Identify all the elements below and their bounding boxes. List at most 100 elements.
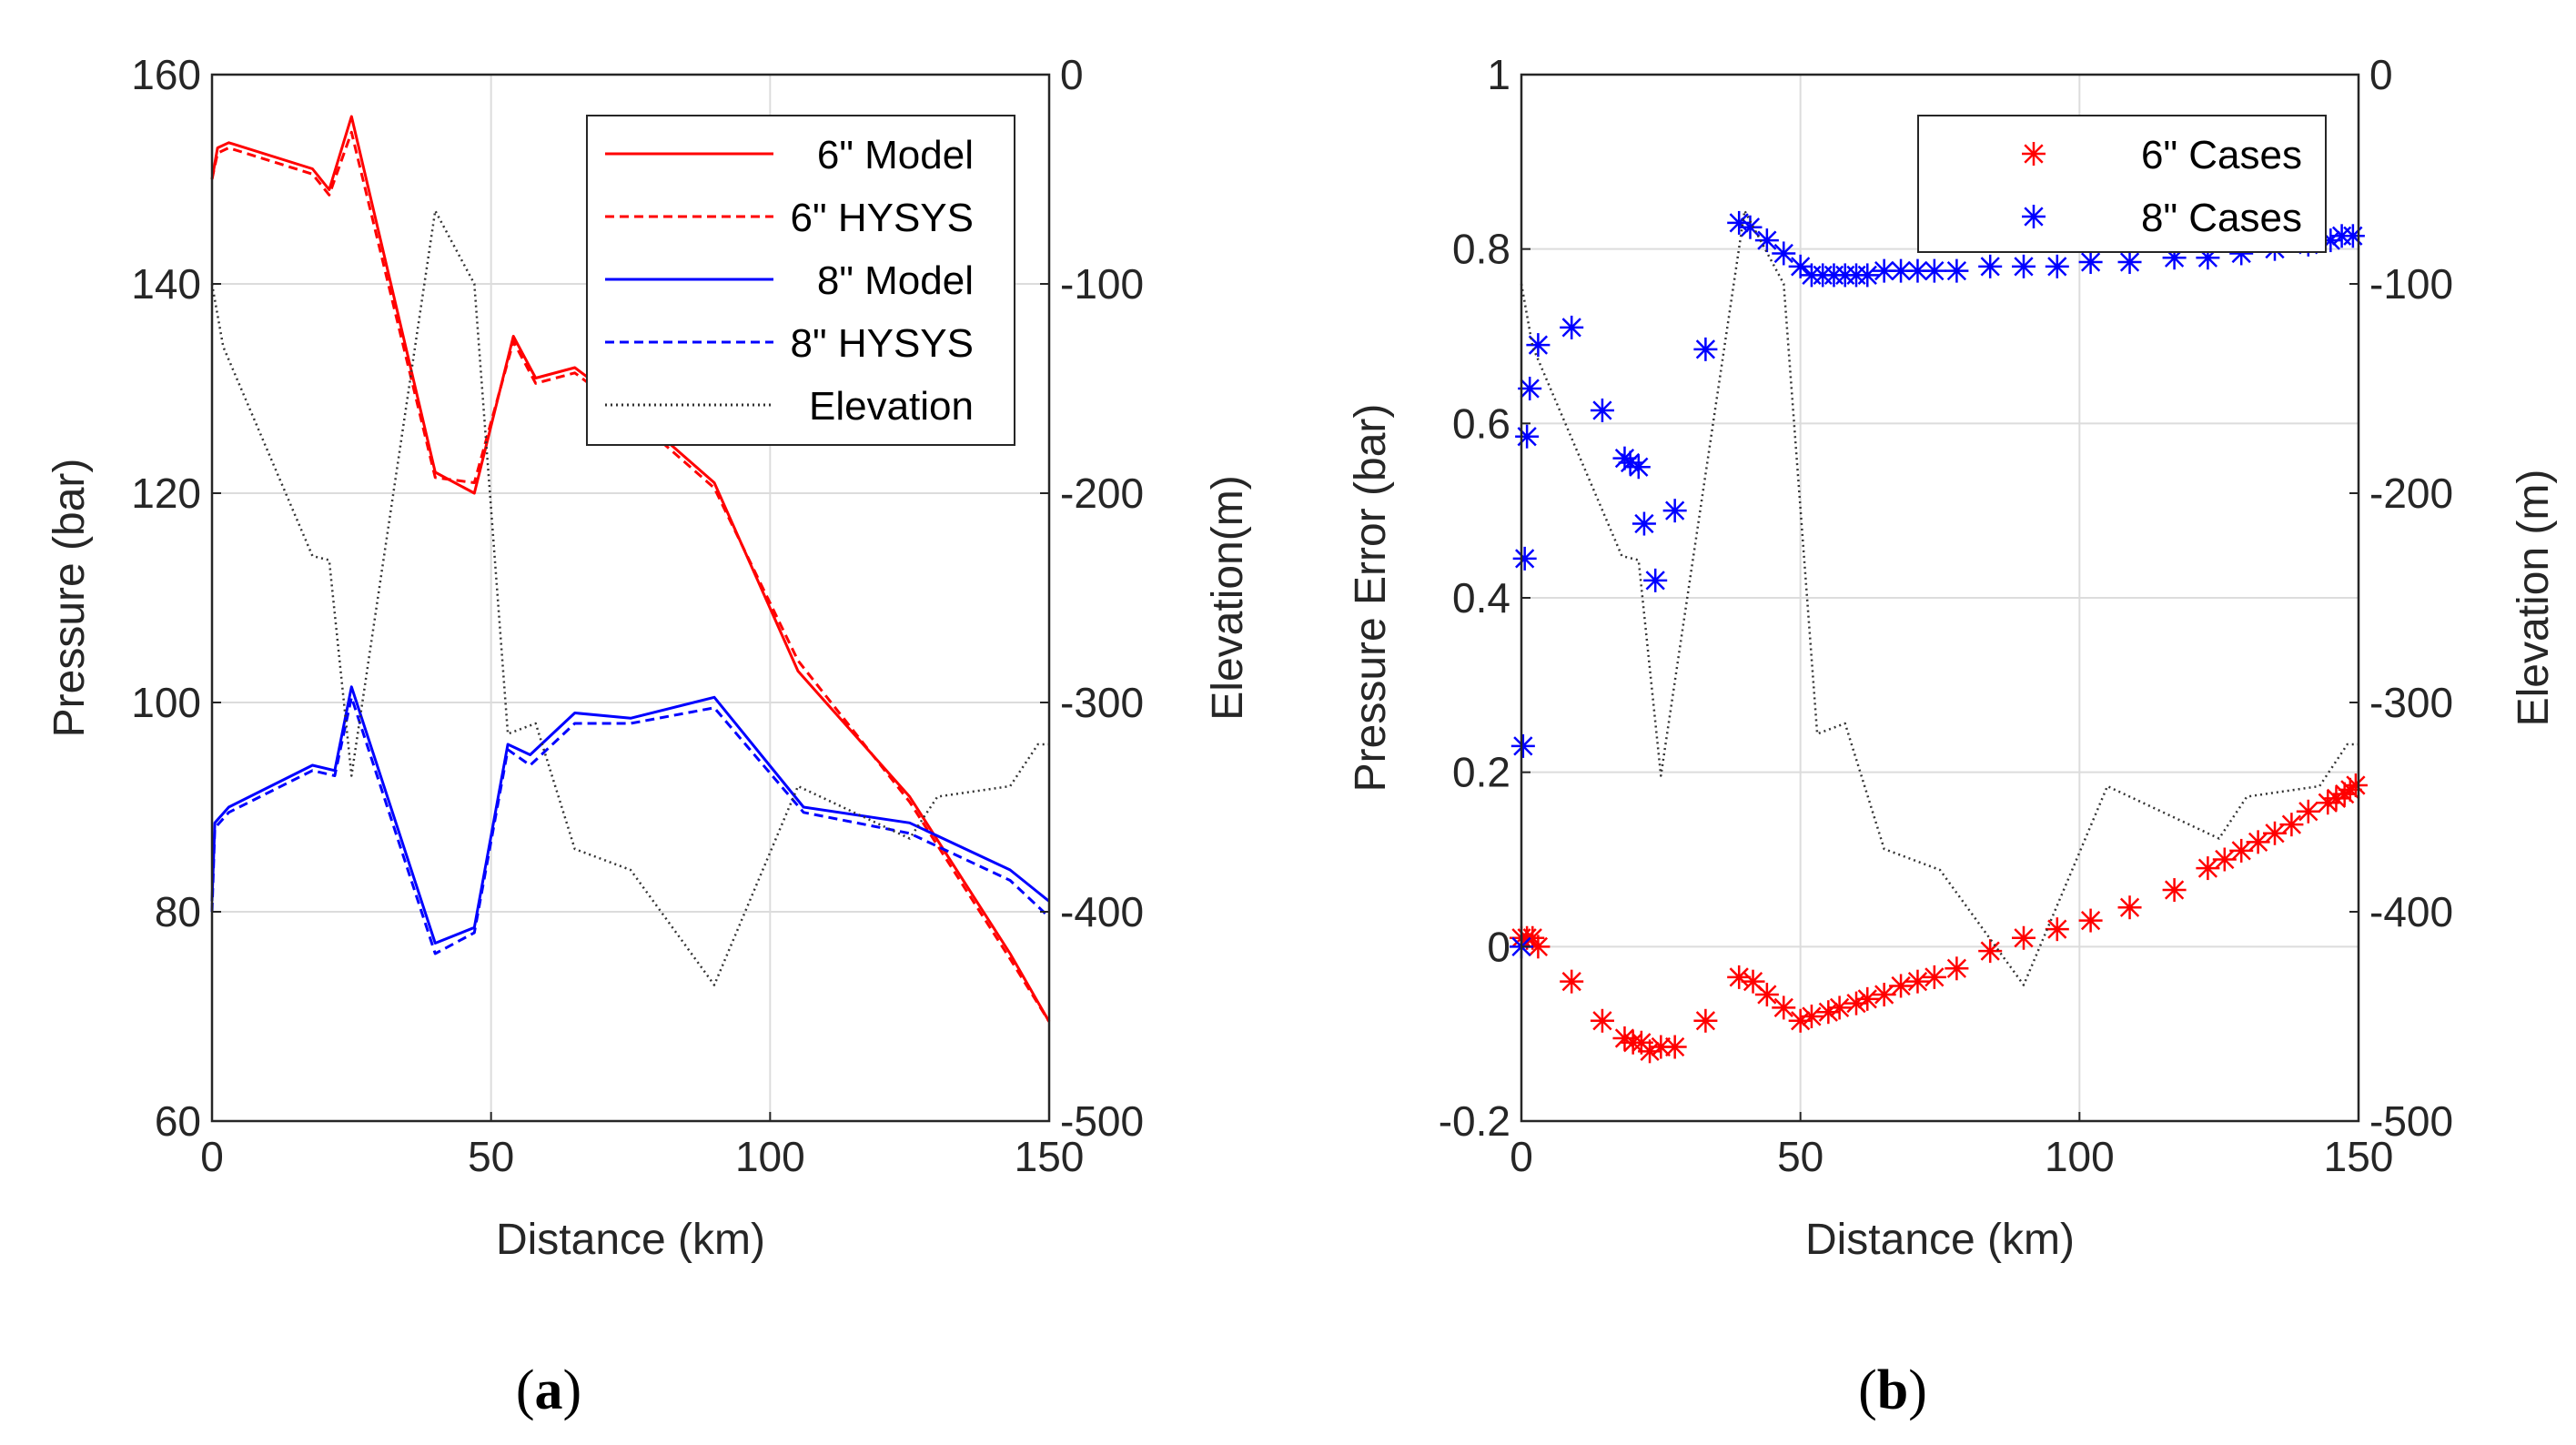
chart-b-series-8-cases-point [1526,333,1551,358]
chart-b-series-6-cases-point [1922,965,1946,989]
chart-b-y2tick-label: -200 [2369,470,2453,517]
chart-b-series-6-cases-point [1662,1035,1687,1059]
chart-a-legend-6-model-label: 6" Model [817,133,974,177]
chart-b-series-6-cases-point [2296,799,2320,824]
chart-b-panel-open: ( [1858,1359,1877,1421]
chart-b-series-8-cases-point [1905,258,1930,283]
chart-b-series-6-cases-point [1693,1008,1718,1033]
chart-b-series-8-cases-point [1590,398,1614,422]
chart-b-series-6-cases-point [1889,974,1914,998]
chart-b-ticks: 0 50 100 150-0.200.20.40.60.81-500-400-300-… [1439,51,2453,1180]
chart-b-series-6-cases-point [1754,983,1779,1007]
chart-a-ytick-label: 80 [155,888,201,935]
chart-a-legend: 6" Model 6" HYSYS 8" Model 8" HYSYS Elevatio… [586,115,1015,446]
chart-a-ylabel: Pressure (bar) [45,459,94,738]
chart-a-y2tick-label: 0 [1060,51,1084,98]
chart-b-series-6-cases-point [2212,847,2237,872]
chart-b-series-8-cases-point [1510,733,1535,758]
chart-b-y2tick-label: -100 [2369,260,2453,308]
chart-a: 0 50 100 150 60 80 100 120 140 160 -500 -400 -300 -20… [45,51,1252,1421]
chart-a-series-6-hysys [210,130,1051,1023]
chart-b-panel-label: (b) [1858,1359,1927,1421]
chart-a-panel-label: (a) [516,1359,581,1421]
chart-b-panel-close: ) [1908,1359,1927,1421]
chart-b-series-6-cases-point [1816,1000,1841,1025]
chart-b-series-6-cases-point [1799,1005,1823,1028]
chart-a-panel-letter: a [535,1359,563,1421]
chart-b-series-8-cases-point [1693,337,1718,361]
chart-b-xtick-label: 150 [2324,1133,2394,1180]
chart-b-legend: 6" Cases 8" Cases [1917,115,2327,253]
chart-b-series-8-cases-point [1738,215,1763,239]
chart-b: 0 50 100 150-0.200.20.40.60.81-500-400-300-… [1347,51,2558,1421]
chart-a-y2tick-label: -300 [1060,679,1144,726]
chart-b-series-8-cases [1510,210,2365,959]
chart-a-legend-8-hysys-label: 8" HYSYS [791,321,974,366]
chart-b-series-8-cases-point [1560,315,1584,339]
chart-a-plot-frame [210,73,1051,1123]
chart-b-legend-6-cases-label: 6" Cases [2141,133,2302,177]
chart-b-series-6-cases-point [1978,939,2003,964]
chart-b-series-6-cases-point [2012,925,2036,950]
chart-a-ticks: 0 50 100 150 60 80 100 120 140 160 -500 -400 -300 -20… [131,51,1144,1180]
chart-a-ytick-label: 160 [131,51,201,98]
chart-b-series-8-cases-point [2117,250,2142,275]
chart-a-ytick-label: 120 [131,470,201,517]
chart-a-legend-8-model-label: 8" Model [817,258,974,303]
chart-b-legend-8-cases-label: 8" Cases [2141,196,2302,240]
chart-b-xtick-label: 0 [1510,1133,1533,1180]
chart-b-ytick-label: -0.2 [1439,1097,1510,1145]
chart-a-panel-close: ) [563,1359,582,1421]
chart-a-series-elevation [210,209,1049,986]
chart-b-lines [1510,209,2368,1064]
chart-b-series-6-cases-point [1590,1008,1614,1033]
chart-b-series-8-cases-point [1855,263,1880,288]
chart-b-legend-8-cases-marker [2022,205,2046,228]
chart-a-series-6-model [210,115,1051,1023]
chart-a-y2tick-label: -400 [1060,888,1144,935]
chart-b-ytick-label: 0 [1487,923,1510,970]
chart-a-ytick-label: 60 [155,1097,201,1145]
chart-b-series-6-cases-point [2279,813,2304,837]
chart-b-legend-box [1917,115,2327,253]
chart-b-series-elevation [1520,209,2359,986]
chart-b-series-6-cases-point [2078,908,2103,933]
chart-b-series-6-cases-point [1872,983,1896,1007]
chart-a-xtick-label: 50 [468,1133,514,1180]
chart-a-ytick-label: 140 [131,260,201,308]
chart-b-ytick-label: 1 [1487,51,1510,98]
chart-a-xlabel: Distance (km) [496,1216,765,1264]
chart-b-ytick-label: 0.2 [1452,749,1510,796]
chart-b-series-6-cases-point [2045,917,2069,942]
chart-b-series-8-cases-point [1922,258,1946,283]
chart-a-legend-6-hysys-label: 6" HYSYS [791,196,974,240]
chart-b-series-6-cases-point [2162,878,2187,903]
chart-a-lines [210,115,1051,1023]
chart-b-ytick-label: 0.6 [1452,399,1510,447]
chart-b-legend-items: 6" Cases 8" Cases [2022,133,2302,240]
chart-a-legend-elevation-label: Elevation [809,384,974,429]
chart-b-y2label: Elevation (m) [2510,470,2558,727]
chart-b-series-8-cases-point [1978,254,2003,278]
chart-a-y2tick-label: -100 [1060,260,1144,308]
chart-a-series-8-model [210,685,1050,945]
chart-b-series-8-cases-point [1889,258,1914,283]
chart-b-series-6-cases-point [2343,773,2368,798]
chart-a-legend-items: 6" Model 6" HYSYS 8" Model 8" HYSYS Elevatio… [605,133,974,429]
chart-b-series-8-cases-point [1643,568,1668,592]
chart-b-series-8-cases-point [1631,511,1656,536]
chart-b-xtick-label: 100 [2045,1133,2115,1180]
chart-b-series-6-cases-point [1905,969,1930,994]
chart-b-y2tick-label: -300 [2369,679,2453,726]
chart-b-ylabel: Pressure Error (bar) [1347,404,1395,793]
chart-b-series-8-cases-point [1772,241,1796,266]
chart-b-series-6-cases-point [1945,956,1969,981]
chart-b-series-8-cases-point [1512,546,1537,571]
chart-b-series-8-cases-point [2045,254,2069,278]
chart-a-xtick-label: 0 [200,1133,224,1180]
chart-b-series-8-cases-point [2078,250,2103,275]
chart-b-y2tick-label: -400 [2369,888,2453,935]
chart-b-series-8-cases-point [1727,210,1752,235]
chart-b-xtick-label: 50 [1777,1133,1823,1180]
